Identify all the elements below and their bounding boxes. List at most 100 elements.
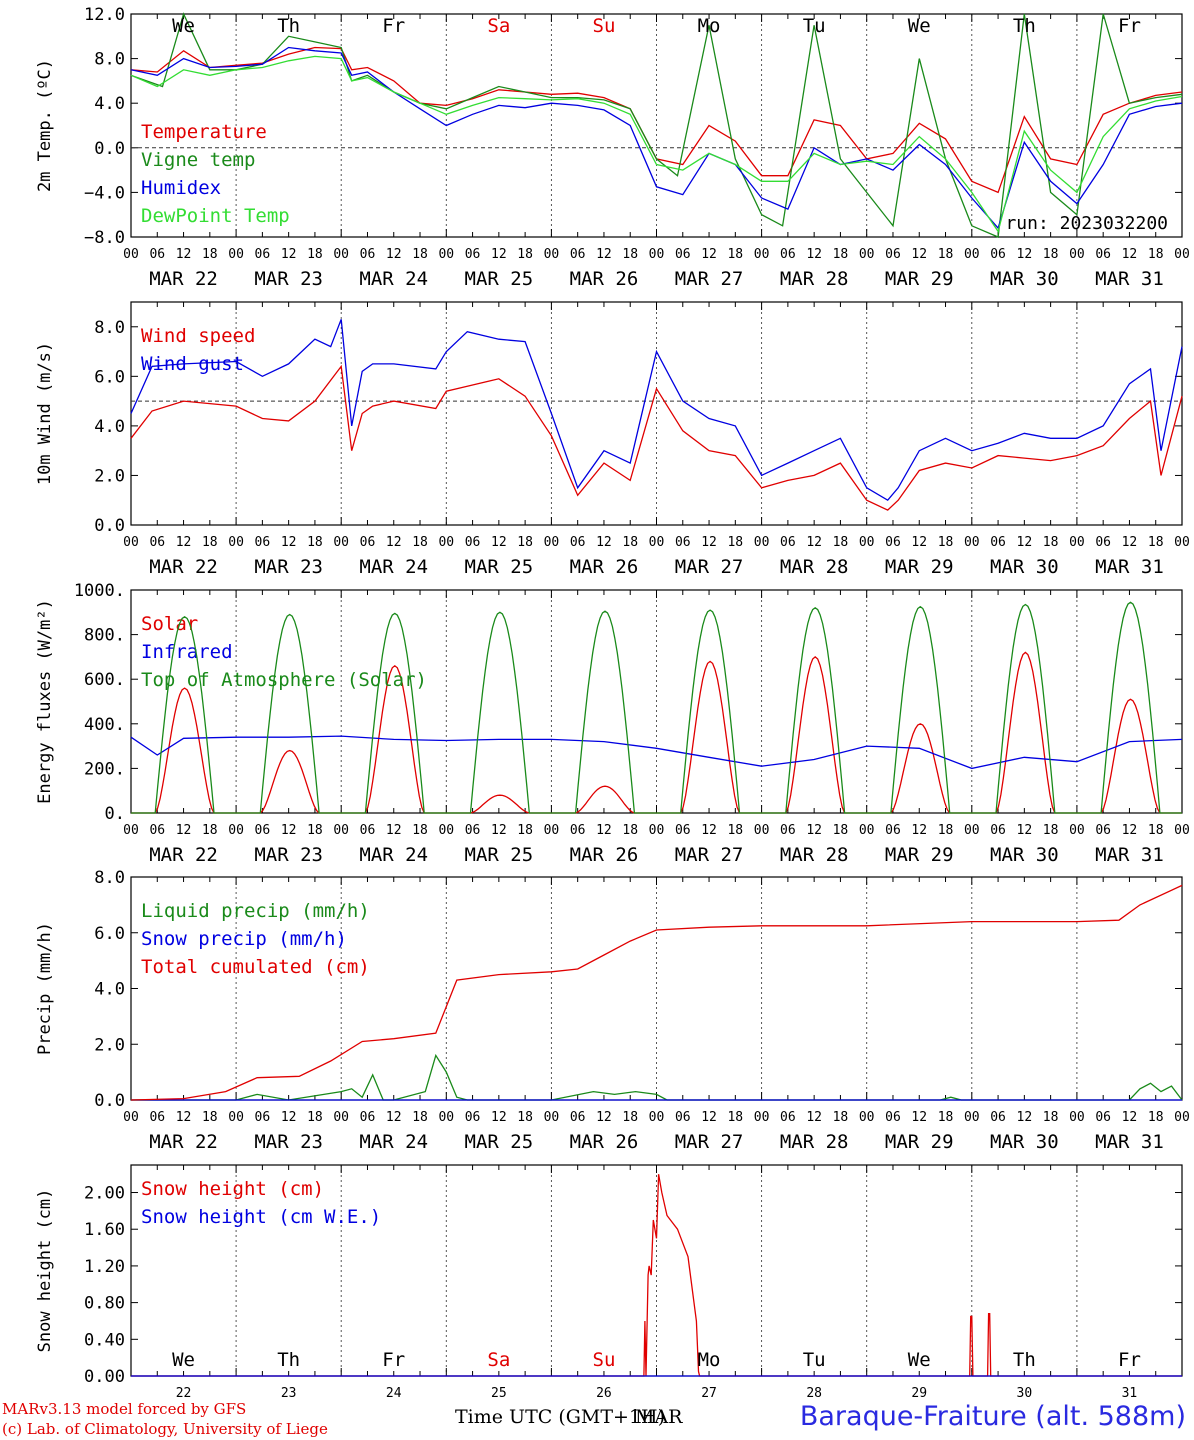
y-tick-label: 400.	[84, 715, 125, 735]
weekday-label: Th	[277, 15, 300, 37]
y-tick-label: 4.0	[94, 417, 125, 437]
hour-tick-label: 06	[360, 247, 376, 262]
y-tick-label: 200.	[84, 759, 125, 779]
weekday-label: We	[172, 15, 195, 37]
date-label: MAR 27	[675, 556, 744, 578]
hour-tick-label: 12	[1017, 823, 1033, 838]
y-axis-title: 10m Wind (m/s)	[35, 342, 55, 485]
weekday-label: We	[908, 15, 931, 37]
date-label: MAR 22	[149, 556, 218, 578]
date-label: MAR 30	[990, 556, 1059, 578]
x-axis-title-overlay: MAR	[635, 1406, 683, 1428]
hour-tick-label: 18	[202, 823, 218, 838]
hour-tick-label: 00	[544, 247, 560, 262]
hour-tick-label: 12	[596, 823, 612, 838]
chart-panel-1: −8.0 −4.0 0.0 4.0 8.0 12.0 2m Temp. (ºC) Temper…	[35, 5, 1190, 290]
hour-tick-label: 06	[675, 823, 691, 838]
hour-tick-label: 18	[622, 823, 638, 838]
hour-tick-label: 00	[228, 535, 244, 550]
hour-tick-label: 00	[544, 823, 560, 838]
hour-tick-label: 18	[412, 823, 428, 838]
hour-tick-label: 06	[675, 1110, 691, 1125]
legend-entry: Temperature	[141, 121, 267, 143]
hour-tick-label: 00	[859, 823, 875, 838]
y-tick-label: 0.80	[84, 1294, 125, 1314]
hour-tick-label: 06	[990, 823, 1006, 838]
date-label: MAR 26	[570, 556, 639, 578]
y-tick-label: 0.0	[94, 1091, 125, 1111]
hour-tick-label: 00	[754, 247, 770, 262]
legend-entry: Wind gust	[141, 353, 244, 375]
hour-tick-label: 12	[176, 1110, 192, 1125]
hour-tick-label: 00	[333, 1110, 349, 1125]
hour-tick-label: 12	[911, 1110, 927, 1125]
hour-tick-label: 12	[701, 1110, 717, 1125]
hour-tick-label: 18	[938, 535, 954, 550]
hour-tick-label: 18	[727, 247, 743, 262]
hour-tick-label: 12	[491, 247, 507, 262]
hour-tick-label: 00	[1174, 823, 1190, 838]
legend-entry: Snow precip (mm/h)	[141, 928, 347, 950]
date-label: MAR 27	[675, 844, 744, 866]
hour-tick-label: 12	[806, 1110, 822, 1125]
y-tick-label: 2.00	[84, 1184, 125, 1204]
hour-tick-label: 12	[911, 535, 927, 550]
y-tick-label: −4.0	[84, 183, 125, 203]
y-tick-label: 6.0	[94, 367, 125, 387]
hour-tick-label: 12	[386, 1110, 402, 1125]
hour-tick-label: 00	[964, 823, 980, 838]
hour-tick-label: 00	[859, 247, 875, 262]
hour-tick-label: 18	[517, 247, 533, 262]
weekday-label: Fr	[1118, 1349, 1141, 1371]
hour-tick-label: 06	[465, 1110, 481, 1125]
legend-entry: DewPoint Temp	[141, 205, 290, 227]
hour-tick-label: 06	[990, 1110, 1006, 1125]
day-number-label: 30	[1017, 1386, 1033, 1401]
hour-tick-label: 18	[202, 1110, 218, 1125]
hour-tick-label: 18	[517, 1110, 533, 1125]
hour-tick-label: 00	[544, 1110, 560, 1125]
hour-tick-label: 00	[438, 247, 454, 262]
hour-tick-label: 06	[675, 247, 691, 262]
hour-tick-label: 06	[675, 535, 691, 550]
date-label: MAR 26	[570, 844, 639, 866]
date-label: MAR 28	[780, 1131, 849, 1153]
hour-tick-label: 12	[176, 535, 192, 550]
weekday-label: Th	[1013, 15, 1036, 37]
date-label: MAR 31	[1095, 844, 1164, 866]
date-label: MAR 22	[149, 268, 218, 290]
date-label: MAR 31	[1095, 1131, 1164, 1153]
date-label: MAR 24	[359, 268, 428, 290]
hour-tick-label: 18	[833, 247, 849, 262]
date-label: MAR 24	[359, 844, 428, 866]
y-tick-label: 0.0	[94, 139, 125, 159]
y-tick-label: 800.	[84, 626, 125, 646]
hour-tick-label: 12	[596, 247, 612, 262]
hour-tick-label: 18	[622, 535, 638, 550]
hour-tick-label: 06	[570, 535, 586, 550]
hour-tick-label: 06	[570, 247, 586, 262]
hour-tick-label: 06	[360, 535, 376, 550]
hour-tick-label: 12	[176, 823, 192, 838]
hour-tick-label: 18	[1043, 823, 1059, 838]
hour-tick-label: 06	[885, 535, 901, 550]
model-credit: MARv3.13 model forced by GFS	[2, 1400, 247, 1418]
weekday-label: Tu	[803, 1349, 826, 1371]
date-label: MAR 26	[570, 268, 639, 290]
hour-tick-label: 06	[360, 823, 376, 838]
date-label: MAR 26	[570, 1131, 639, 1153]
hour-tick-label: 12	[281, 247, 297, 262]
hour-tick-label: 06	[885, 247, 901, 262]
date-label: MAR 25	[465, 268, 534, 290]
date-label: MAR 28	[780, 268, 849, 290]
hour-tick-label: 18	[517, 823, 533, 838]
hour-tick-label: 00	[228, 247, 244, 262]
date-label: MAR 28	[780, 844, 849, 866]
hour-tick-label: 06	[1095, 535, 1111, 550]
hour-tick-label: 06	[360, 1110, 376, 1125]
hour-tick-label: 00	[333, 247, 349, 262]
hour-tick-label: 18	[202, 535, 218, 550]
weekday-label: Sa	[487, 15, 510, 37]
y-tick-label: 1.60	[84, 1220, 125, 1240]
